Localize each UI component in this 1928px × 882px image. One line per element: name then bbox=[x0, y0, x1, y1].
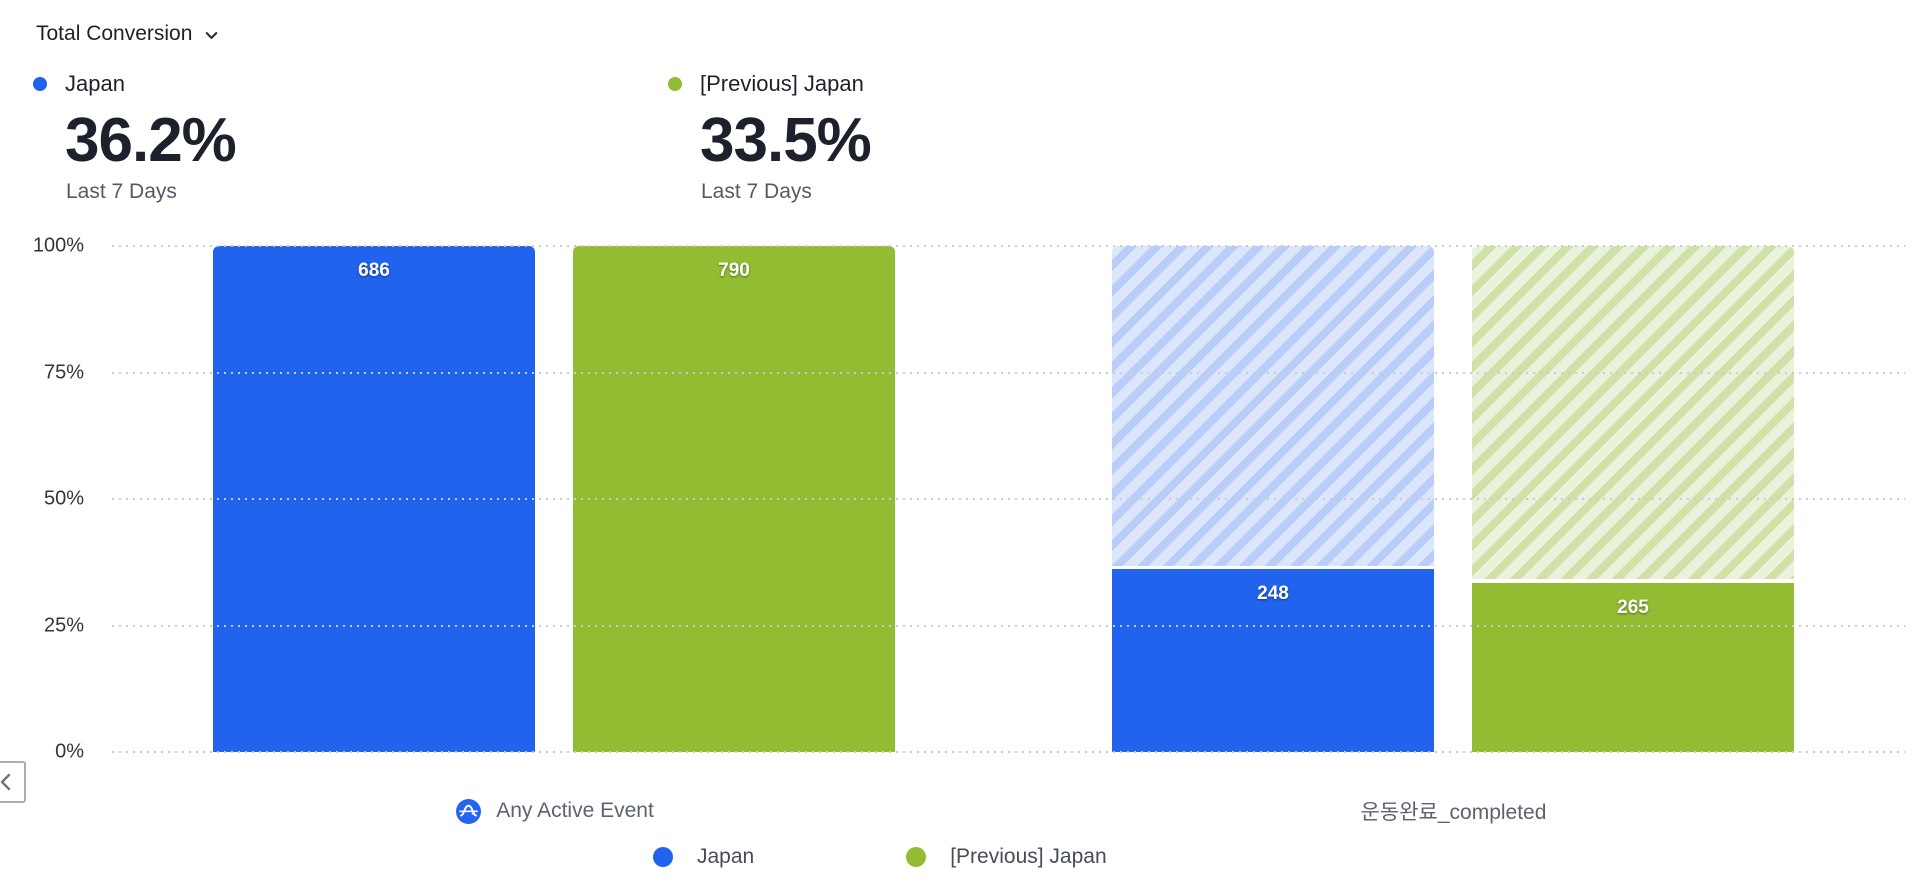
bar-value-label: 265 bbox=[1617, 596, 1649, 618]
y-axis-tick-label: 75% bbox=[43, 361, 84, 383]
bar-segment-unconverted[interactable] bbox=[1472, 246, 1794, 580]
y-axis-tick-label: 50% bbox=[43, 487, 84, 510]
bar-japan-workout-completed[interactable]: 248 bbox=[1112, 246, 1434, 752]
summary-conversion-value: 33.5% bbox=[700, 106, 872, 175]
series-color-dot bbox=[33, 77, 47, 91]
bar-value-label: 248 bbox=[1257, 582, 1289, 604]
summary-conversion-value: 36.2% bbox=[65, 106, 237, 175]
legend-item-japan[interactable]: Japan bbox=[653, 845, 754, 869]
bar-segment-converted[interactable]: 248 bbox=[1112, 568, 1434, 752]
legend-color-dot bbox=[653, 847, 673, 867]
legend-label: Japan bbox=[697, 845, 755, 868]
gridline bbox=[112, 498, 1905, 500]
summary-series-name: [Previous] Japan bbox=[700, 71, 864, 96]
chevron-left-icon bbox=[0, 773, 11, 791]
previous-page-button[interactable] bbox=[0, 761, 26, 803]
gridline bbox=[112, 624, 1905, 627]
bar-value-label: 686 bbox=[358, 260, 390, 281]
bar-segment-converted[interactable]: 265 bbox=[1472, 582, 1794, 752]
summary-period: Last 7 Days bbox=[701, 180, 812, 203]
chevron-down-icon bbox=[206, 31, 218, 39]
metric-selector-label: Total Conversion bbox=[36, 22, 193, 45]
metric-selector-dropdown[interactable]: Total Conversion bbox=[36, 22, 221, 46]
x-axis-label-any-active-event: Any Active Event bbox=[213, 796, 897, 826]
summary-metric-previous-japan: [Previous] Japan 33.5% Last 7 Days bbox=[668, 71, 872, 204]
x-axis-label-text: Any Active Event bbox=[496, 799, 654, 822]
gridline bbox=[112, 751, 1905, 753]
legend-color-dot bbox=[906, 847, 927, 867]
gridline bbox=[112, 245, 1905, 247]
series-color-dot bbox=[668, 77, 682, 91]
legend-label: [Previous] Japan bbox=[950, 845, 1107, 868]
x-axis-label-workout-completed: 운동완료_completed bbox=[1112, 796, 1795, 826]
x-axis-label-text: 운동완료_completed bbox=[1360, 801, 1547, 824]
plot-area: 686 790 248 265 bbox=[0, 245, 1928, 753]
y-axis-tick-label: 25% bbox=[43, 614, 84, 636]
y-axis-tick-label: 100% bbox=[32, 234, 84, 257]
bar-value-label: 790 bbox=[718, 260, 750, 281]
summary-period: Last 7 Days bbox=[66, 180, 177, 203]
chart-legend: Japan [Previous] Japan bbox=[653, 842, 1107, 872]
summary-metric-japan: Japan 36.2% Last 7 Days bbox=[33, 71, 237, 204]
legend-item-previous-japan[interactable]: [Previous] Japan bbox=[906, 845, 1107, 869]
y-axis-tick-label: 0% bbox=[55, 740, 84, 763]
summary-series-name: Japan bbox=[65, 71, 125, 96]
any-active-event-icon bbox=[456, 798, 482, 824]
bar-segment-unconverted[interactable] bbox=[1112, 246, 1434, 566]
bar-previous-japan-workout-completed[interactable]: 265 bbox=[1472, 246, 1794, 752]
y-axis: 100% 75% 50% 25% 0% bbox=[0, 235, 84, 763]
gridline bbox=[112, 371, 1905, 374]
